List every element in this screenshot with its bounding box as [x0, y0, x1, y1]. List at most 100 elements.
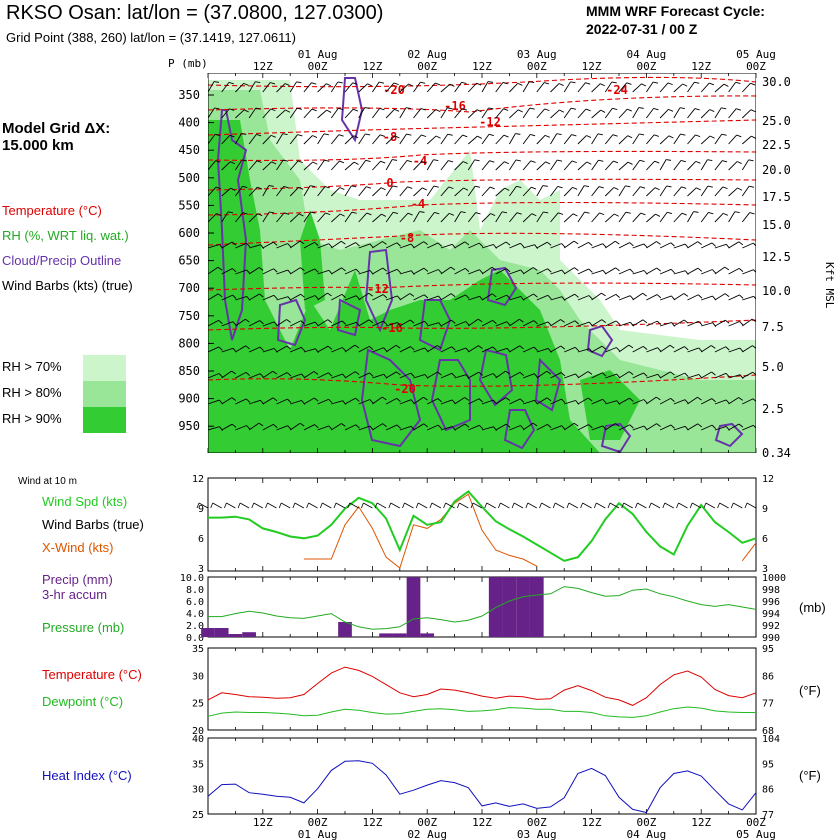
time-tick-top: 12Z: [253, 60, 273, 73]
wind-barb: [358, 212, 372, 223]
wind-barb: [399, 159, 412, 171]
wind-barb: [331, 423, 346, 431]
wind-barb: [701, 269, 717, 275]
date-tick-bottom: 05 Aug: [736, 828, 776, 840]
wind-barb: [289, 107, 303, 119]
time-tick-bottom: 00Z: [527, 816, 547, 829]
y-tick-right: 998: [762, 585, 780, 596]
wind-barb: [248, 213, 263, 223]
wind-barb: [385, 82, 399, 93]
wind-barb: [605, 320, 621, 327]
date-tick-top: 03 Aug: [517, 48, 557, 61]
wind-barb: [440, 266, 456, 275]
date-tick-top: 02 Aug: [407, 48, 447, 61]
wind-barb: [522, 213, 537, 223]
wind-barb: [467, 82, 482, 93]
legend-wind: Wind Barbs (kts) (true): [2, 278, 133, 293]
y-tick: 40: [192, 734, 204, 745]
wind-barb: [741, 185, 755, 197]
wind-barb: [399, 133, 412, 145]
y-tick: 30: [192, 671, 204, 682]
wind-barb: [248, 186, 263, 197]
wind-barb: [618, 397, 634, 405]
wind-barb: [399, 83, 414, 93]
wind-barb: [700, 371, 716, 379]
wind-barb: [591, 319, 607, 327]
wind-barb-10m: [361, 502, 373, 509]
wind-barb: [248, 107, 261, 119]
wind-barb: [481, 266, 497, 275]
wind-barb: [481, 373, 497, 379]
wind-barb: [481, 213, 496, 223]
wind-barb: [248, 160, 262, 171]
wind-barb: [495, 321, 511, 327]
wind-barb: [563, 213, 578, 223]
wind-barb: [673, 293, 689, 301]
wind-barb: [468, 371, 483, 379]
wind-barb: [495, 161, 510, 171]
wind-barb: [577, 82, 591, 93]
wind-barb: [262, 241, 278, 249]
wind-barb: [618, 135, 633, 145]
wind-barb: [481, 81, 494, 93]
wind-barb: [221, 81, 234, 93]
wind-barb: [591, 292, 606, 301]
date-tick-bottom: 02 Aug: [407, 828, 447, 840]
wind-barb: [700, 82, 715, 93]
wind-barb: [440, 319, 456, 327]
wind-barb: [330, 134, 344, 145]
pressure-tick: 350: [178, 88, 200, 102]
wind-barb: [413, 320, 429, 327]
wind-barb: [262, 268, 278, 275]
wind-barb: [550, 398, 566, 405]
wind-barb: [646, 294, 662, 301]
wind-barb: [344, 211, 357, 223]
wind-barb: [467, 159, 480, 171]
wind-barb: [221, 187, 236, 197]
wind-barb-10m: [635, 502, 647, 509]
temperature-contour-label: -16: [444, 99, 466, 113]
kft-tick: 5.0: [762, 360, 784, 374]
wind-barb-10m: [566, 502, 579, 509]
wind-barb: [317, 319, 333, 327]
wind-barb-10m: [607, 502, 620, 509]
wind-barb: [317, 345, 333, 353]
wind-barb: [208, 319, 223, 327]
wind-barb: [303, 241, 319, 249]
temperature-contour-label: -20: [394, 382, 416, 396]
wind-barb: [495, 294, 511, 301]
y-tick-right: 95: [762, 644, 774, 655]
wind-barb: [454, 161, 468, 171]
wind-barb: [289, 134, 303, 145]
wind-barb: [276, 243, 292, 249]
wind-barb: [728, 108, 742, 119]
wind-barb: [687, 320, 703, 327]
wind-barb: [700, 135, 715, 145]
wind-barb: [673, 399, 689, 405]
kft-tick: 0.34: [762, 446, 791, 460]
legend-cloud: Cloud/Precip Outline: [2, 253, 122, 268]
y-tick: 3: [198, 564, 204, 575]
wind-barb: [701, 242, 716, 249]
wind-barb: [673, 186, 687, 197]
temperature-contour-label: -4: [411, 197, 425, 211]
wind-barb: [208, 266, 223, 275]
time-tick-top: 00Z: [636, 60, 656, 73]
wind-barb: [509, 371, 525, 379]
wind-barb: [632, 399, 648, 405]
precip-bar: [420, 633, 435, 637]
wind-barb: [728, 423, 744, 431]
y-tick: 4.0: [186, 609, 204, 620]
wind-barb-10m: [374, 502, 387, 509]
wind-barb-10m: [676, 502, 688, 509]
pressure-tick: 600: [178, 226, 200, 240]
wind-barb: [632, 212, 646, 223]
kft-tick: 10.0: [762, 284, 791, 298]
wind-barb: [358, 83, 373, 93]
wind-barb: [687, 187, 701, 197]
wind-barb: [659, 211, 673, 223]
wind-barb: [290, 373, 306, 379]
wind-barb: [358, 243, 374, 249]
wind-barb: [522, 267, 538, 275]
